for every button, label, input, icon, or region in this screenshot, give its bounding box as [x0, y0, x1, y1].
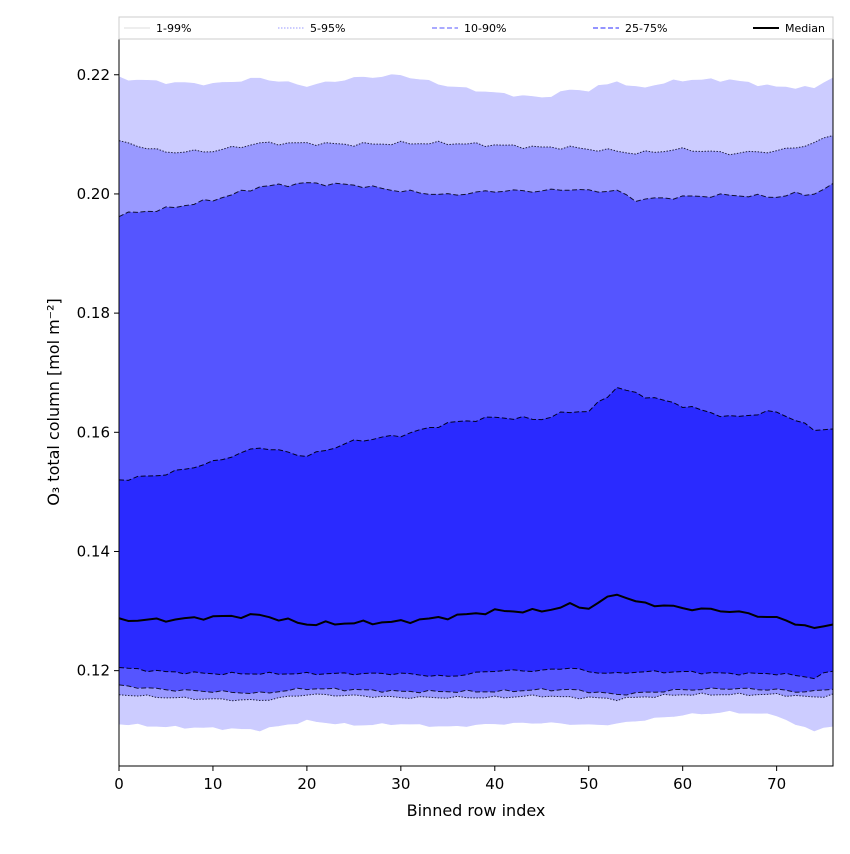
- series-line-median: [118, 593, 834, 629]
- y-tick-label: 0.18: [77, 304, 110, 322]
- x-tick-label: 40: [485, 775, 504, 793]
- legend-item-10-90%: 10-90%: [432, 22, 506, 35]
- band-upper-5-95%: [118, 135, 834, 156]
- y-axis-title: O₃ total column [mol m⁻²]: [44, 298, 63, 506]
- y-tick-label: 0.20: [77, 185, 110, 203]
- x-axis: 0 10 20 30 40 50 60 70: [114, 766, 786, 793]
- x-axis-title: Binned row index: [407, 801, 546, 820]
- band-upper-1-99%: [118, 73, 834, 98]
- band-upper-10-90%: [118, 182, 834, 218]
- legend-item-1-99%: 1-99%: [124, 22, 191, 35]
- x-tick-label: 0: [114, 775, 124, 793]
- x-tick-label: 60: [673, 775, 692, 793]
- median-layer: [118, 593, 834, 629]
- x-tick-label: 20: [297, 775, 316, 793]
- y-tick-label: 0.14: [77, 542, 110, 560]
- legend-label: 10-90%: [464, 22, 506, 35]
- x-tick-label: 30: [391, 775, 410, 793]
- band-upper-25-75%: [118, 386, 834, 481]
- legend-label: 25-75%: [625, 22, 667, 35]
- legend-item-25-75%: 25-75%: [593, 22, 667, 35]
- legend-label: 1-99%: [156, 22, 191, 35]
- y-axis: 0.12 0.14 0.16 0.18 0.20 0.22: [77, 66, 119, 680]
- y-tick-label: 0.22: [77, 66, 110, 84]
- band-lower-1-99%: [118, 710, 834, 732]
- band-lower-25-75%: [118, 666, 834, 680]
- band-lower-10-90%: [118, 684, 834, 696]
- legend-label: 5-95%: [310, 22, 345, 35]
- x-tick-label: 10: [203, 775, 222, 793]
- legend-item-Median: Median: [753, 22, 825, 35]
- band-lower-5-95%: [118, 692, 834, 702]
- legend-item-5-95%: 5-95%: [278, 22, 345, 35]
- y-tick-label: 0.12: [77, 662, 110, 680]
- legend-label: Median: [785, 22, 825, 35]
- x-tick-label: 70: [767, 775, 786, 793]
- bands-layer: [118, 73, 834, 732]
- legend: 1-99% 5-95% 10-90% 25-75% Median: [118, 16, 834, 40]
- y-tick-label: 0.16: [77, 423, 110, 441]
- legend-box: [118, 16, 834, 40]
- x-tick-label: 50: [579, 775, 598, 793]
